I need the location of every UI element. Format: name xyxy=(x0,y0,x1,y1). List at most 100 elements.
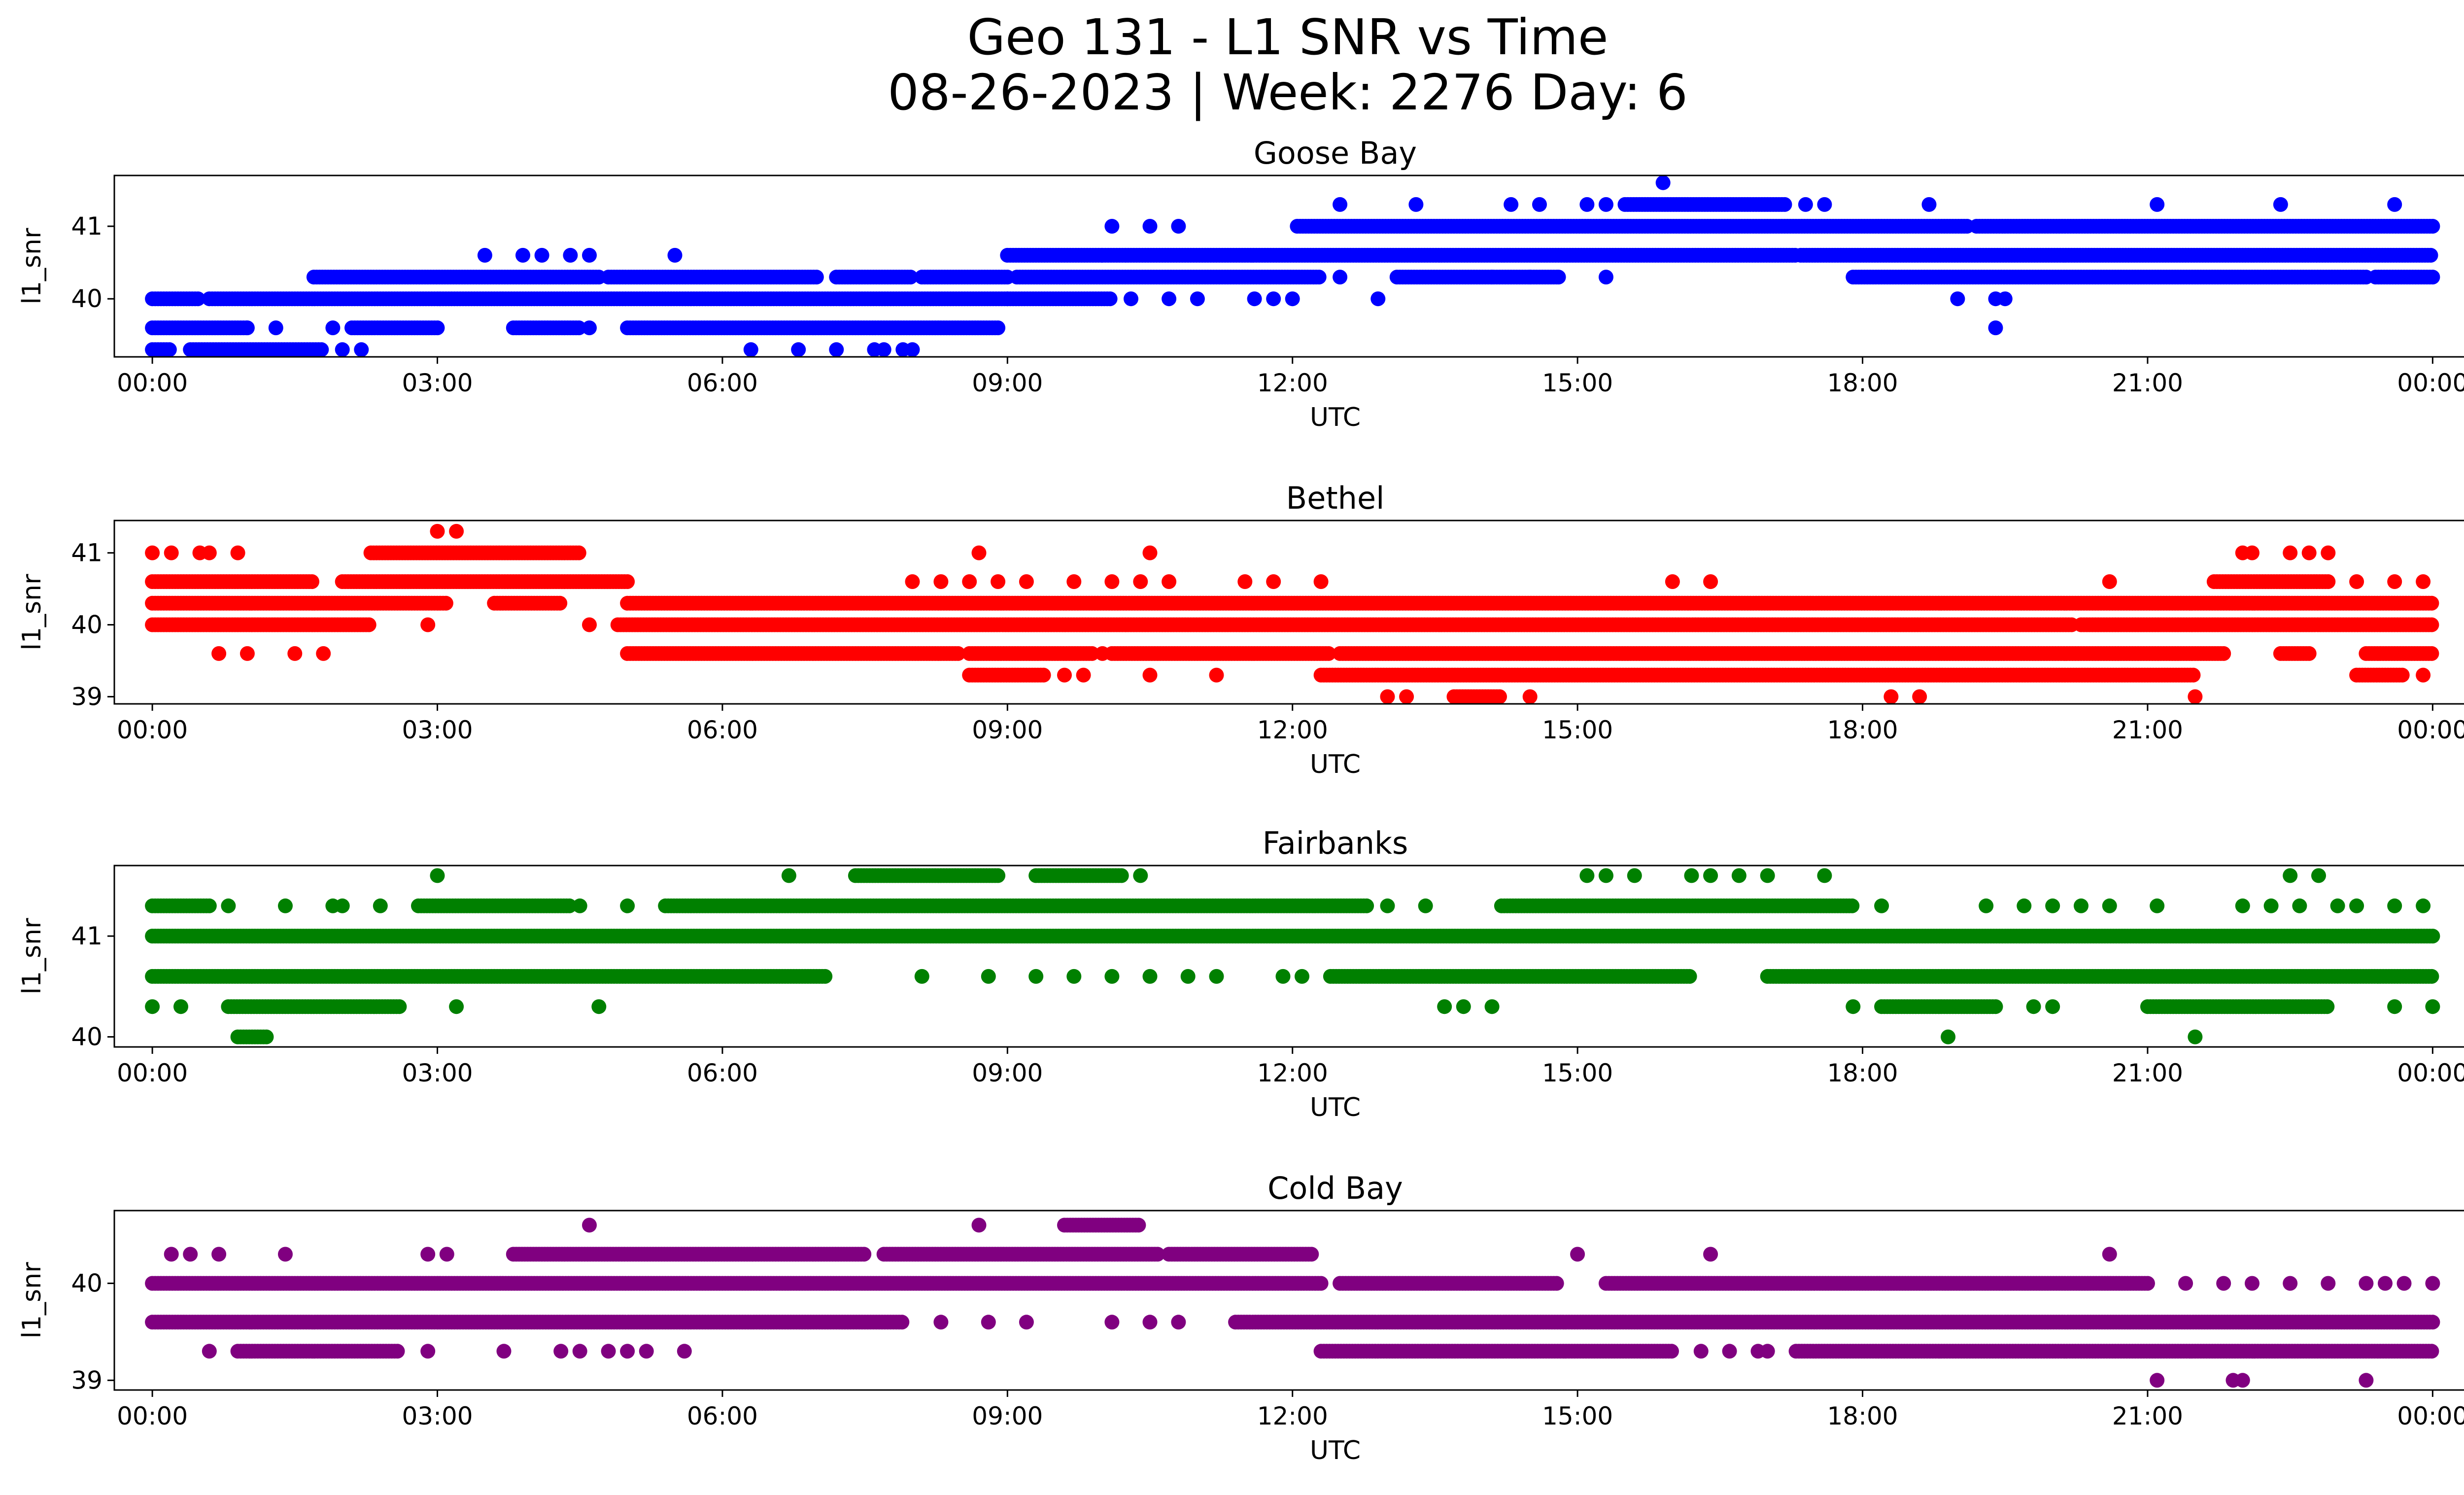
data-point xyxy=(1921,197,1937,212)
data-point xyxy=(1209,667,1224,683)
data-point xyxy=(2102,574,2117,589)
data-point xyxy=(1311,270,1327,285)
data-point xyxy=(325,320,341,336)
data-point xyxy=(571,545,586,560)
data-point xyxy=(361,617,376,632)
data-point xyxy=(240,320,255,336)
data-point xyxy=(2387,197,2402,212)
data-point xyxy=(743,342,758,357)
data-point xyxy=(2283,545,2298,560)
y-tick-label: 41 xyxy=(71,212,103,241)
data-point xyxy=(1171,219,1186,234)
panel-title: Goose Bay xyxy=(1254,135,1417,171)
data-point xyxy=(2150,197,2165,212)
data-point xyxy=(1190,291,1205,307)
data-point xyxy=(1237,574,1253,589)
data-point xyxy=(991,320,1006,336)
data-point xyxy=(2425,219,2440,234)
series-bethel-3 xyxy=(145,595,2439,611)
series-bethel-0 xyxy=(430,523,464,539)
series-goose-bay-6 xyxy=(145,320,1006,336)
data-point xyxy=(1703,574,1718,589)
data-point xyxy=(1095,646,1110,661)
data-point xyxy=(1266,291,1281,307)
data-point xyxy=(2424,646,2439,661)
plot-bethel xyxy=(145,523,2439,704)
data-point xyxy=(903,270,918,285)
data-point xyxy=(809,270,824,285)
data-point xyxy=(1162,574,1177,589)
data-point xyxy=(2387,574,2402,589)
series-bethel-6 xyxy=(962,667,2431,683)
data-point xyxy=(1124,291,1138,307)
series-bethel-4 xyxy=(145,617,2439,632)
data-point xyxy=(430,320,445,336)
data-point xyxy=(1950,291,1965,307)
data-point xyxy=(791,342,806,357)
data-point xyxy=(1266,574,1281,589)
data-point xyxy=(1579,197,1595,212)
series-goose-bay-0 xyxy=(1655,175,1671,190)
plot-frame-goose-bay xyxy=(113,174,2464,358)
data-point xyxy=(430,523,445,539)
data-point xyxy=(1798,197,1813,212)
data-point xyxy=(162,342,177,357)
data-point xyxy=(2186,667,2201,683)
data-point xyxy=(1333,270,1348,285)
data-point xyxy=(1599,270,1613,285)
data-point xyxy=(1599,197,1613,212)
data-point xyxy=(1655,175,1671,190)
data-point xyxy=(1104,574,1120,589)
x-tick-label: 03:00 xyxy=(402,369,473,397)
data-point xyxy=(1532,197,1547,212)
series-goose-bay-5 xyxy=(145,291,2013,307)
data-point xyxy=(287,646,303,661)
data-point xyxy=(1076,667,1091,683)
y-axis-label: l1_snr xyxy=(17,228,47,305)
data-point xyxy=(667,247,683,263)
data-point xyxy=(1162,291,1177,307)
x-tick-label: 18:00 xyxy=(1827,369,1898,397)
data-point xyxy=(563,247,578,263)
figure-title: Geo 131 - L1 SNR vs Time xyxy=(967,8,1608,66)
data-point xyxy=(1104,219,1120,234)
data-point xyxy=(534,247,549,263)
data-point xyxy=(420,617,436,632)
data-point xyxy=(1551,270,1566,285)
data-point xyxy=(1817,197,1832,212)
data-point xyxy=(905,342,920,357)
data-point xyxy=(2424,617,2439,632)
data-point xyxy=(145,545,160,560)
data-point xyxy=(1133,574,1148,589)
data-point xyxy=(933,574,949,589)
data-point xyxy=(316,646,331,661)
data-point xyxy=(1988,320,2003,336)
data-point xyxy=(240,646,255,661)
data-point xyxy=(2416,574,2431,589)
data-point xyxy=(582,617,597,632)
data-point xyxy=(164,545,179,560)
data-point xyxy=(1408,197,1424,212)
series-goose-bay-2 xyxy=(1104,219,2440,234)
data-point xyxy=(211,646,227,661)
y-tick-label: 40 xyxy=(71,284,103,313)
data-point xyxy=(829,342,844,357)
data-point xyxy=(268,320,283,336)
data-point xyxy=(582,320,597,336)
data-point xyxy=(1333,197,1348,212)
data-point xyxy=(582,247,597,263)
series-goose-bay-1 xyxy=(1333,197,2402,212)
series-goose-bay-4 xyxy=(306,270,2440,285)
x-axis-label: UTC xyxy=(1310,403,1361,432)
data-point xyxy=(2425,270,2440,285)
data-point xyxy=(2245,545,2259,560)
series-goose-bay-8 xyxy=(1988,320,2003,336)
data-point xyxy=(1057,667,1072,683)
data-point xyxy=(2216,646,2231,661)
data-point xyxy=(438,595,453,611)
series-bethel-2 xyxy=(145,574,2431,589)
figure-title-block: Geo 131 - L1 SNR vs Time 08-26-2023 | We… xyxy=(0,10,2464,120)
data-point xyxy=(305,574,319,589)
data-point xyxy=(1142,219,1158,234)
